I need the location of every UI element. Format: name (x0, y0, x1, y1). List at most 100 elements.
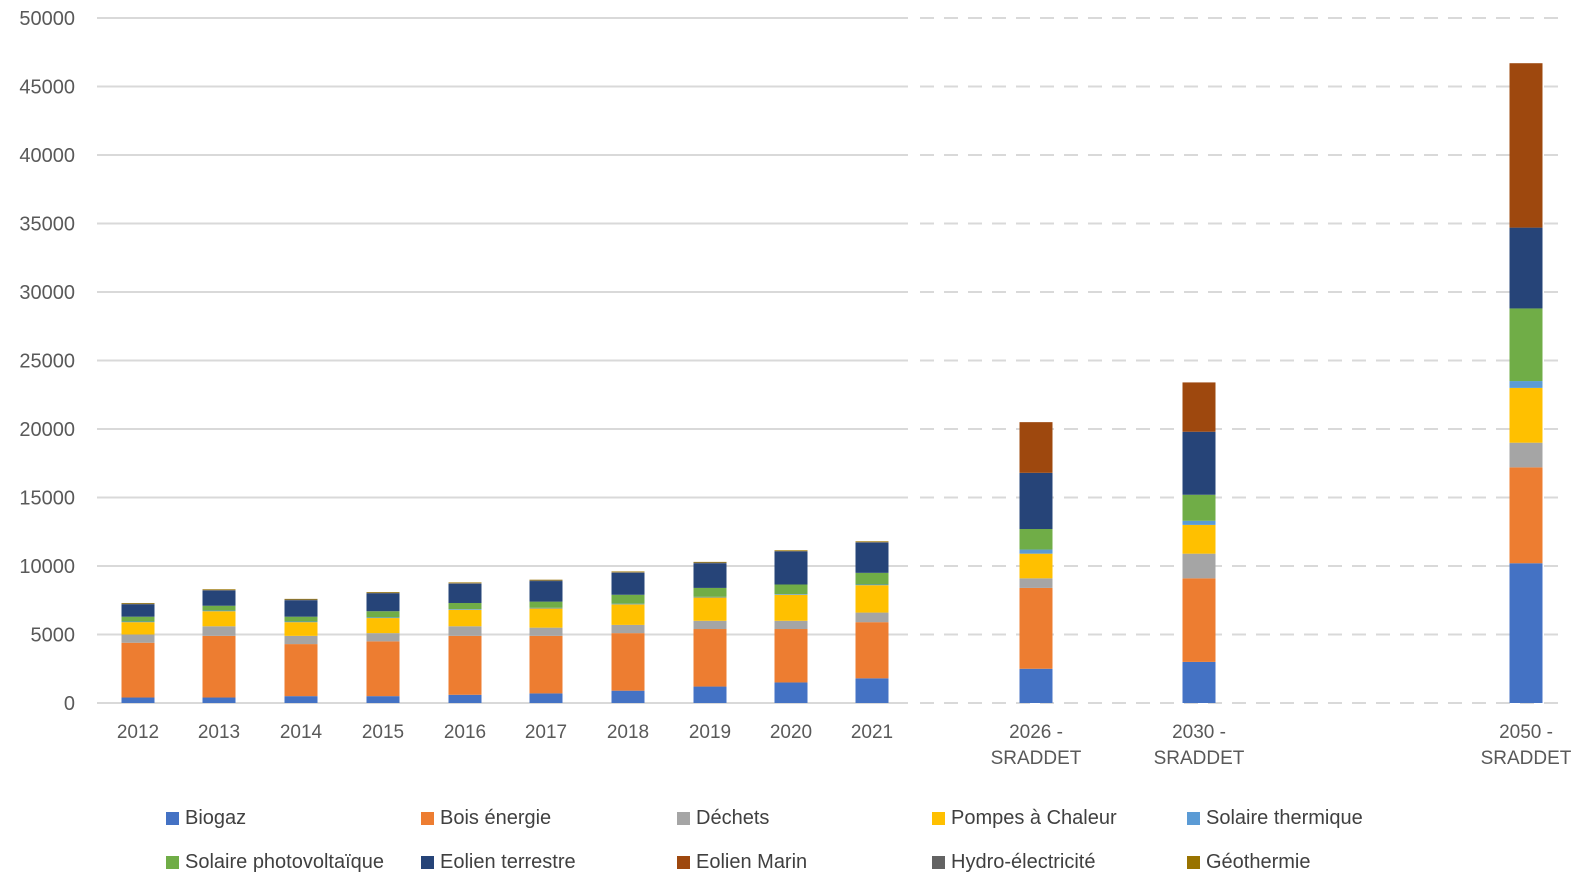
bar-segment (855, 585, 889, 613)
y-tick-label: 20000 (19, 419, 75, 441)
x-tick-label: 2018 (607, 722, 649, 743)
bar-segment (855, 622, 889, 679)
bar-segment (774, 594, 808, 621)
bar-segment (121, 634, 155, 643)
legend-swatch (421, 856, 434, 869)
bar-segment (1019, 422, 1053, 473)
legend-label: Hydro-électricité (951, 851, 1096, 873)
bar-segment (1182, 520, 1216, 525)
legend-label: Eolien terrestre (440, 851, 576, 873)
legend: Biogaz Bois énergie Déchets Pompes à Chaleu… (0, 800, 1593, 879)
bar-segment (774, 550, 808, 551)
bar-segment (693, 587, 727, 597)
bar-segment (1509, 308, 1543, 382)
x-tick-label: 2019 (689, 722, 731, 743)
bar-segment (284, 616, 318, 622)
bar-segment (855, 542, 889, 573)
bar-segment (121, 603, 155, 605)
bar-segment (693, 561, 727, 563)
bar-segment (611, 572, 645, 573)
bar-segment (448, 635, 482, 695)
y-tick-label: 40000 (19, 145, 75, 167)
bar-segment (693, 686, 727, 703)
bar-segment (1182, 382, 1216, 432)
x-tick-label: 2021 (851, 722, 893, 743)
bar-segment (774, 551, 808, 585)
legend-item: Géothermie (1187, 851, 1311, 874)
bar-segment (529, 607, 563, 609)
legend-item: Eolien terrestre (421, 851, 576, 874)
bar-segment (1182, 494, 1216, 521)
bar-segment (202, 697, 236, 703)
bar-segment (1019, 553, 1053, 579)
bar-segment (202, 589, 236, 590)
y-tick-label: 45000 (19, 77, 75, 99)
legend-item: Hydro-électricité (932, 851, 1095, 874)
legend-swatch (677, 812, 690, 825)
y-tick-label: 15000 (19, 488, 75, 510)
bar-segment (774, 594, 808, 595)
bar-segment (774, 629, 808, 683)
bar-segment (1019, 578, 1053, 588)
bar-segment (1509, 63, 1543, 228)
legend-swatch (1187, 812, 1200, 825)
bar-segment (855, 612, 889, 623)
bar-segment (448, 602, 482, 610)
bar-segment (529, 627, 563, 636)
bar-segment (448, 583, 482, 603)
bar-segment (774, 550, 808, 552)
y-tick-label: 10000 (19, 556, 75, 578)
x-tick-label: 2015 (362, 722, 404, 743)
bar-segment (855, 542, 889, 543)
legend-swatch (932, 856, 945, 869)
bar-segment (284, 600, 318, 617)
legend-label: Solaire thermique (1206, 807, 1363, 829)
bar-segment (366, 641, 400, 697)
bar-segment (693, 629, 727, 687)
bar-segment (284, 696, 318, 703)
x-tick-label: 2013 (198, 722, 240, 743)
bar-segment (1182, 524, 1216, 554)
bar-segment (855, 584, 889, 586)
y-tick-label: 50000 (19, 8, 75, 30)
legend-swatch (932, 812, 945, 825)
y-tick-label: 25000 (19, 351, 75, 373)
bar-segment (448, 583, 482, 584)
bar-segment (855, 572, 889, 585)
bar-segment (529, 693, 563, 703)
bar-segment (693, 562, 727, 564)
bar-segment (529, 579, 563, 581)
bar-segment (611, 603, 645, 605)
bar-segment (1509, 563, 1543, 703)
bar-segment (202, 635, 236, 698)
x-tick-label: SRADDET (1481, 748, 1572, 769)
y-tick-label: 30000 (19, 282, 75, 304)
bar-segment (1182, 431, 1216, 495)
bar-segment (611, 624, 645, 634)
legend-label: Géothermie (1206, 851, 1311, 873)
x-tick-label: SRADDET (1154, 748, 1245, 769)
bar-segment (774, 584, 808, 595)
bar-segment (366, 633, 400, 642)
bar-segment (284, 622, 318, 636)
bar-segment (202, 605, 236, 611)
legend-label: Bois énergie (440, 807, 552, 829)
bar-segment (529, 580, 563, 582)
bar-segment (284, 644, 318, 697)
x-tick-label: 2017 (525, 722, 567, 743)
y-tick-label: 35000 (19, 214, 75, 236)
bar-segment (366, 592, 400, 593)
bar-segment (529, 601, 563, 608)
bar-segment (448, 694, 482, 703)
x-tick-label: 2014 (280, 722, 323, 743)
bar-segment (1182, 661, 1216, 703)
bar-segment (121, 602, 155, 604)
bar-segment (366, 696, 400, 703)
x-tick-label: 2020 (770, 722, 812, 743)
legend-label: Déchets (696, 807, 770, 829)
legend-swatch (1187, 856, 1200, 869)
bar-segment (1182, 578, 1216, 662)
bar-segment (611, 572, 645, 595)
bar-segment (1509, 387, 1543, 443)
